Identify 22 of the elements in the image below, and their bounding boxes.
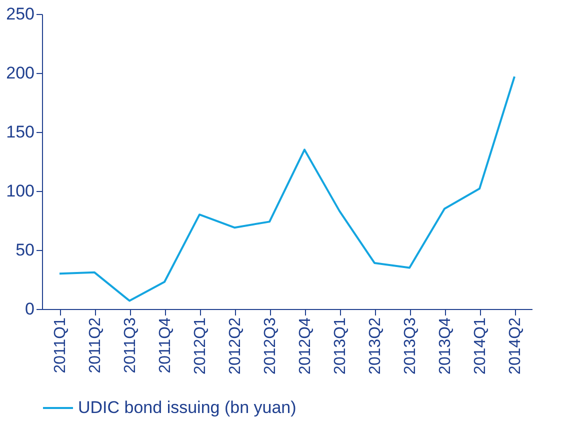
x-tick-label: 2012Q2 (227, 317, 244, 374)
y-tick-label: 150 (6, 122, 34, 142)
x-tick-label: 2012Q3 (262, 317, 279, 374)
y-tick-label: 250 (6, 4, 34, 24)
x-tick-label: 2011Q3 (122, 317, 139, 374)
x-tick-label: 2011Q1 (52, 317, 69, 374)
y-tick-label: 50 (16, 240, 34, 260)
x-tick-label: 2011Q2 (87, 317, 104, 374)
x-tick-label: 2013Q3 (402, 317, 419, 374)
x-tick-label: 2014Q2 (507, 317, 524, 374)
line-series (58, 76, 516, 302)
x-tick-label: 2013Q4 (437, 317, 454, 374)
x-tick-label: 2011Q4 (157, 317, 174, 374)
y-tick-label: 200 (6, 64, 34, 82)
y-tick-label: 100 (6, 182, 34, 200)
x-tick-label: 2013Q1 (332, 317, 349, 374)
x-tick-label: 2012Q4 (297, 317, 314, 374)
x-tick-label: 2012Q1 (192, 317, 209, 374)
y-tick-label: 0 (25, 300, 34, 318)
x-tick-label: 2014Q1 (472, 317, 489, 374)
x-tick-label: 2013Q2 (367, 317, 384, 374)
legend-label: UDIC bond issuing (bn yuan) (78, 398, 296, 417)
